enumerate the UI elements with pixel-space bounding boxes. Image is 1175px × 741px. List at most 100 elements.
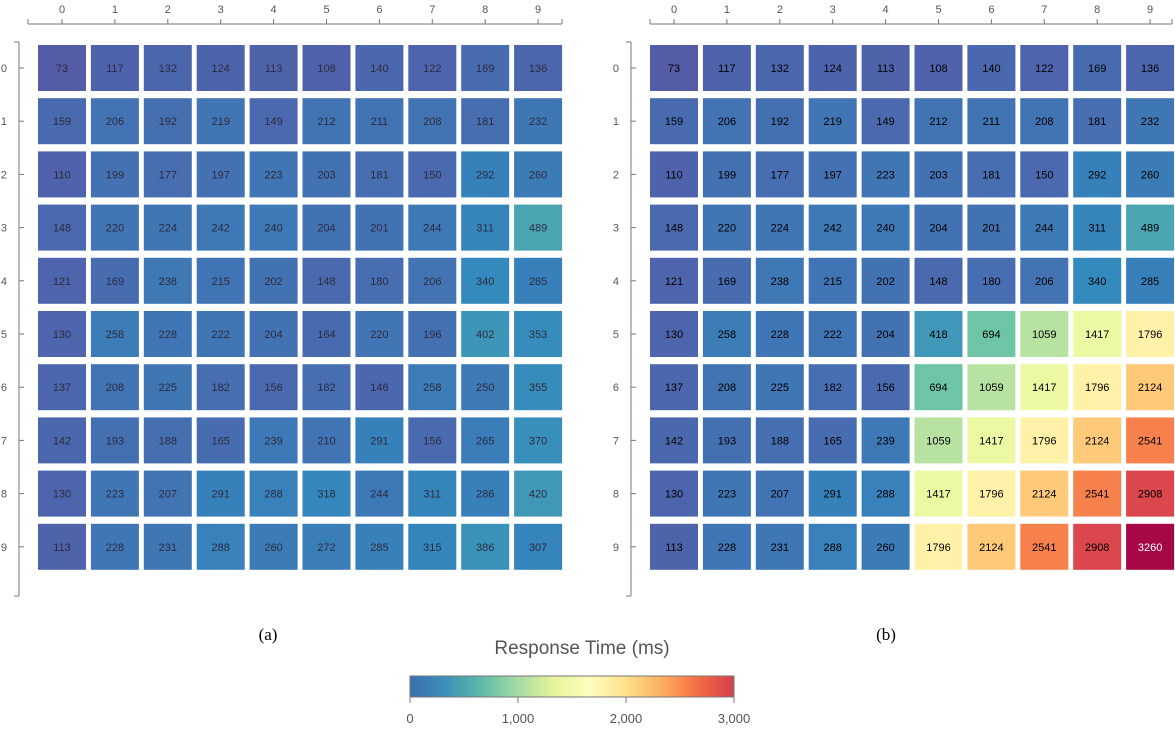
heatmap-cell bbox=[514, 45, 563, 91]
x-tick-label: 4 bbox=[271, 4, 277, 16]
cell-value-label: 159 bbox=[665, 116, 683, 128]
x-tick-label: 1 bbox=[724, 4, 730, 16]
cell-value-label: 206 bbox=[718, 116, 736, 128]
heatmap-cell bbox=[461, 523, 510, 570]
heatmap-cell bbox=[90, 204, 139, 251]
cell-value-label: 220 bbox=[718, 223, 736, 235]
cell-value-label: 142 bbox=[665, 435, 683, 447]
heatmap-cell bbox=[355, 204, 404, 251]
x-tick-label: 4 bbox=[883, 4, 889, 16]
x-tick-label: 7 bbox=[1041, 4, 1047, 16]
cell-value-label: 694 bbox=[982, 329, 1000, 341]
heatmap-cell bbox=[702, 98, 751, 145]
cell-value-label: 1417 bbox=[1032, 382, 1056, 394]
heatmap-cell bbox=[650, 151, 698, 198]
heatmap-cell bbox=[1020, 364, 1069, 411]
cell-value-label: 182 bbox=[317, 382, 335, 394]
cell-value-label: 188 bbox=[771, 435, 789, 447]
cell-value-label: 211 bbox=[983, 116, 1001, 128]
heatmap-cell bbox=[249, 204, 298, 251]
cell-value-label: 193 bbox=[718, 435, 736, 447]
cell-value-label: 307 bbox=[529, 542, 547, 554]
cell-value-label: 223 bbox=[106, 489, 124, 501]
heatmap-cell bbox=[808, 417, 857, 464]
heatmap-cell bbox=[650, 311, 698, 357]
cell-value-label: 418 bbox=[929, 329, 947, 341]
cell-value-label: 292 bbox=[1088, 169, 1106, 181]
heatmap-cell bbox=[38, 364, 86, 411]
y-tick-label: 4 bbox=[613, 276, 619, 288]
cell-value-label: 2124 bbox=[979, 542, 1003, 554]
cell-value-label: 169 bbox=[718, 276, 736, 288]
cell-value-label: 137 bbox=[665, 382, 683, 394]
cell-value-label: 219 bbox=[824, 116, 842, 128]
cell-value-label: 117 bbox=[718, 63, 736, 75]
heatmap-cell bbox=[408, 311, 457, 357]
heatmap-cell bbox=[967, 364, 1016, 411]
cell-value-label: 197 bbox=[824, 169, 842, 181]
heatmap-cell bbox=[914, 417, 963, 464]
x-tick-label: 5 bbox=[935, 4, 941, 16]
cell-value-label: 238 bbox=[771, 276, 789, 288]
heatmap-cell bbox=[249, 151, 298, 198]
colorbar-tick-label: 0 bbox=[406, 711, 413, 726]
heatmap-cell bbox=[302, 151, 351, 198]
heatmap-cell bbox=[1073, 364, 1122, 411]
cell-value-label: 181 bbox=[476, 116, 494, 128]
heatmap-cell bbox=[90, 311, 139, 357]
heatmap-cell bbox=[650, 257, 698, 304]
cell-value-label: 285 bbox=[529, 276, 547, 288]
x-tick-label: 3 bbox=[830, 4, 836, 16]
heatmap-cell bbox=[196, 257, 245, 304]
cell-value-label: 285 bbox=[370, 542, 388, 554]
heatmap-cell bbox=[38, 45, 86, 91]
cell-value-label: 265 bbox=[476, 435, 494, 447]
cell-value-label: 148 bbox=[317, 276, 335, 288]
y-tick-label: 9 bbox=[1, 542, 7, 554]
heatmap-cell bbox=[861, 417, 910, 464]
heatmap-cell bbox=[755, 311, 804, 357]
heatmap-cell bbox=[514, 311, 563, 357]
heatmap-cell bbox=[914, 45, 963, 91]
y-tick-label: 4 bbox=[1, 276, 7, 288]
y-tick-label: 8 bbox=[1, 489, 7, 501]
colorbar-title: Response Time (ms) bbox=[494, 638, 669, 659]
heatmap-cell bbox=[355, 45, 404, 91]
cell-value-label: 211 bbox=[371, 116, 389, 128]
x-tick-label: 1 bbox=[112, 4, 118, 16]
heatmap-cell bbox=[302, 204, 351, 251]
heatmap-cell bbox=[38, 151, 86, 198]
cell-value-label: 225 bbox=[771, 382, 789, 394]
cell-value-label: 201 bbox=[982, 223, 1000, 235]
cell-value-label: 188 bbox=[159, 435, 177, 447]
heatmap-cell bbox=[702, 311, 751, 357]
heatmap-cell bbox=[461, 257, 510, 304]
heatmap-cell bbox=[143, 364, 192, 411]
cell-value-label: 386 bbox=[476, 542, 494, 554]
cell-value-label: 165 bbox=[824, 435, 842, 447]
x-tick-label: 0 bbox=[671, 4, 677, 16]
heatmap-cell bbox=[249, 470, 298, 517]
heatmap-cell bbox=[461, 311, 510, 357]
heatmap-cell bbox=[38, 204, 86, 251]
heatmap-cell bbox=[914, 151, 963, 198]
heatmap-cell bbox=[355, 151, 404, 198]
heatmap-cell bbox=[1020, 151, 1069, 198]
heatmap-cell bbox=[143, 45, 192, 91]
cell-value-label: 220 bbox=[370, 329, 388, 341]
cell-value-label: 219 bbox=[212, 116, 230, 128]
x-tick-label: 2 bbox=[165, 4, 171, 16]
cell-value-label: 122 bbox=[1035, 63, 1053, 75]
heatmap-cell bbox=[249, 364, 298, 411]
cell-value-label: 1796 bbox=[979, 489, 1003, 501]
cell-value-label: 258 bbox=[423, 382, 441, 394]
cell-value-label: 225 bbox=[159, 382, 177, 394]
heatmap-cell bbox=[1126, 311, 1175, 357]
cell-value-label: 260 bbox=[1141, 169, 1159, 181]
heatmap-cell bbox=[143, 523, 192, 570]
x-tick-label: 6 bbox=[376, 4, 382, 16]
heatmap-cell bbox=[302, 470, 351, 517]
cell-value-label: 113 bbox=[53, 542, 71, 554]
heatmap-cell bbox=[808, 523, 857, 570]
cell-value-label: 148 bbox=[665, 223, 683, 235]
